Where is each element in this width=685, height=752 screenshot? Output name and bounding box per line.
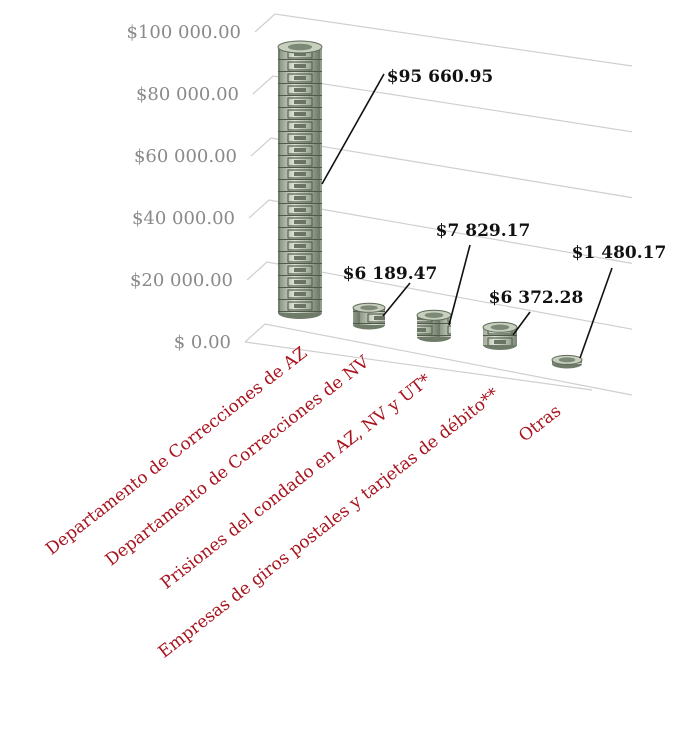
bar bbox=[551, 354, 583, 369]
gridline bbox=[248, 199, 633, 264]
bars bbox=[277, 40, 583, 369]
gridline bbox=[250, 137, 633, 199]
leader-line bbox=[321, 73, 385, 185]
y-tick-label: $80 000.00 bbox=[136, 84, 239, 105]
y-tick-label: $60 000.00 bbox=[134, 146, 237, 167]
bar bbox=[482, 321, 518, 350]
category-label: Departamento de Correcciones de AZ bbox=[42, 343, 311, 559]
y-tick-label: $ 0.00 bbox=[174, 332, 231, 353]
y-tick-label: $20 000.00 bbox=[130, 270, 233, 291]
leader-line bbox=[579, 267, 613, 359]
floor-edge bbox=[244, 341, 593, 391]
data-labels: $95 660.95 $6 189.47 $7 829.17 $6 372.28 $1 … bbox=[321, 67, 667, 359]
bar-top-detail bbox=[558, 357, 576, 363]
leader-line bbox=[448, 244, 471, 326]
category-label: Otras bbox=[515, 401, 565, 446]
gridline bbox=[246, 261, 633, 330]
bar-body bbox=[278, 47, 322, 313]
leader-line bbox=[512, 311, 531, 336]
bar-top-detail bbox=[490, 324, 510, 331]
data-label: $1 480.17 bbox=[572, 243, 667, 263]
data-label: $6 372.28 bbox=[489, 288, 584, 308]
bar-top-detail bbox=[424, 312, 444, 318]
y-tick-label: $100 000.00 bbox=[126, 22, 241, 43]
bar bbox=[277, 40, 323, 319]
gridline bbox=[252, 75, 633, 133]
gridlines bbox=[244, 13, 633, 396]
leader-line bbox=[382, 282, 411, 317]
gridline bbox=[244, 323, 633, 396]
y-tick-label: $40 000.00 bbox=[132, 208, 235, 229]
bar-top-detail bbox=[360, 305, 378, 311]
y-axis-ticks: $ 0.00 $20 000.00 $40 000.00 $60 000.00 $80 … bbox=[126, 22, 241, 353]
bar bbox=[352, 302, 386, 330]
data-label: $7 829.17 bbox=[436, 221, 531, 241]
bar bbox=[416, 309, 452, 342]
gridline bbox=[254, 13, 633, 67]
category-labels: Departamento de Correcciones de AZDepart… bbox=[42, 343, 565, 662]
bar-body bbox=[417, 315, 451, 337]
bar-top-detail bbox=[287, 43, 313, 51]
data-label: $95 660.95 bbox=[387, 67, 493, 87]
data-label: $6 189.47 bbox=[343, 264, 438, 284]
